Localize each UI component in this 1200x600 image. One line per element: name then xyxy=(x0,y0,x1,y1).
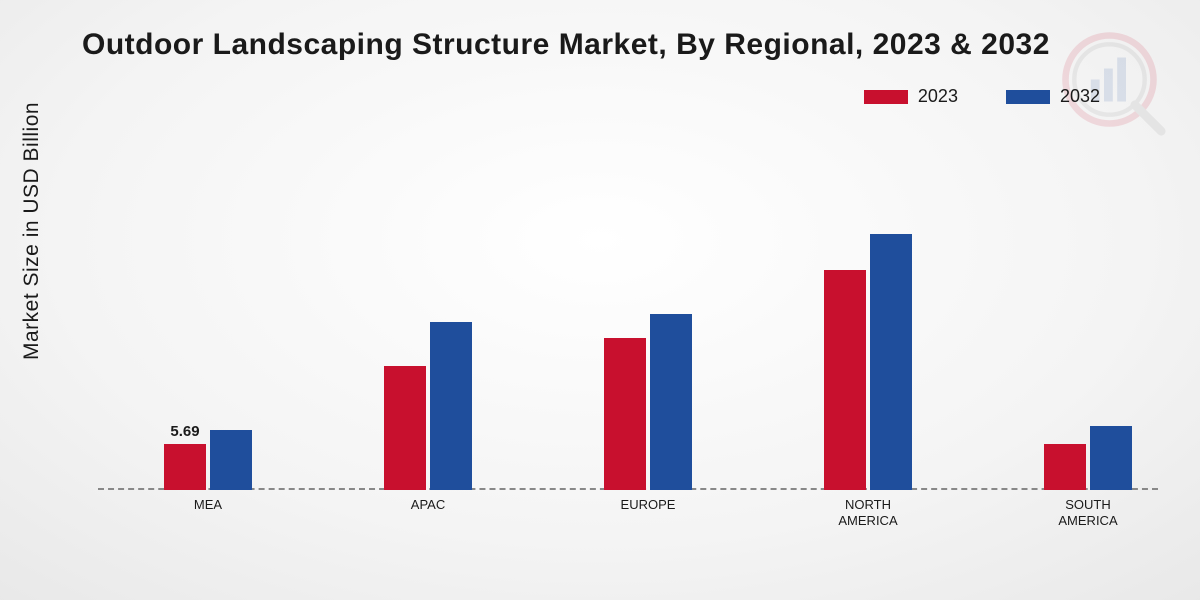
bar-group: 5.69 xyxy=(164,430,252,490)
legend-swatch-2032 xyxy=(1006,90,1050,104)
plot-area: 5.69 xyxy=(98,170,1158,490)
x-axis-category-label: EUROPE xyxy=(621,497,676,513)
legend-item-2023: 2023 xyxy=(864,86,958,107)
legend-label-2023: 2023 xyxy=(918,86,958,107)
x-axis-category-label: APAC xyxy=(411,497,445,513)
bar xyxy=(604,338,646,490)
chart-title: Outdoor Landscaping Structure Market, By… xyxy=(82,28,1050,62)
bar-value-label: 5.69 xyxy=(170,423,199,440)
x-axis-category-label: SOUTH AMERICA xyxy=(1058,497,1117,528)
bar xyxy=(870,234,912,490)
watermark-logo xyxy=(1060,30,1170,140)
chart-legend: 2023 2032 xyxy=(864,86,1100,107)
bar-group xyxy=(384,322,472,490)
bar-group xyxy=(824,234,912,490)
bar xyxy=(164,444,206,490)
bar xyxy=(1090,426,1132,490)
bar-group xyxy=(1044,426,1132,490)
legend-item-2032: 2032 xyxy=(1006,86,1100,107)
x-axis-category-label: MEA xyxy=(194,497,222,513)
bar-group xyxy=(604,314,692,490)
bar xyxy=(1044,444,1086,490)
legend-swatch-2023 xyxy=(864,90,908,104)
y-axis-label: Market Size in USD Billion xyxy=(20,102,44,360)
bar xyxy=(650,314,692,490)
x-axis-category-label: NORTH AMERICA xyxy=(838,497,897,528)
bar xyxy=(384,366,426,490)
bar xyxy=(430,322,472,490)
x-axis-labels: MEA APAC EUROPE NORTH AMERICA SOUTH AMERICA xyxy=(98,495,1158,535)
legend-label-2032: 2032 xyxy=(1060,86,1100,107)
bar xyxy=(210,430,252,490)
bar xyxy=(824,270,866,490)
